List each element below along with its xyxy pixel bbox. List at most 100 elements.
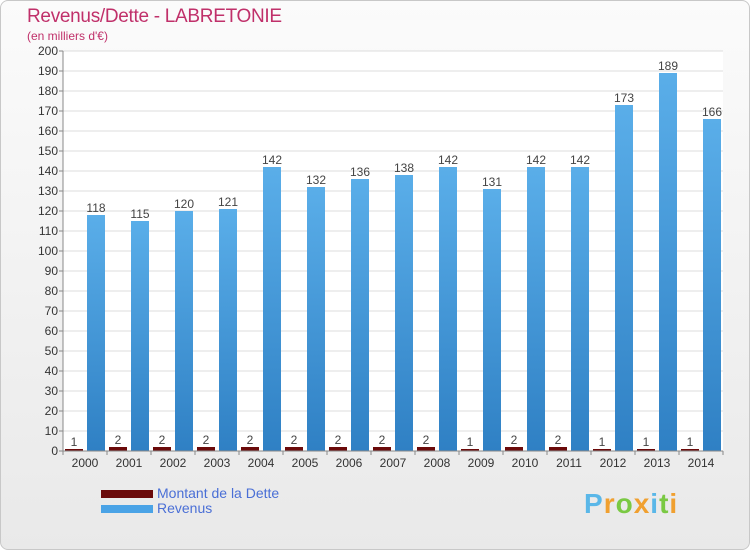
debt-value-label: 2 — [247, 433, 254, 447]
x-axis: 2000 2001 2002 2003 2004 2005 2006 2007 2008 2009… — [62, 450, 724, 470]
debt-value-label: 1 — [643, 435, 650, 449]
y-tick-label: 60 — [45, 324, 59, 338]
y-tick-label: 160 — [38, 124, 58, 138]
legend-swatch-debt — [101, 490, 153, 498]
y-tick-label: 120 — [38, 204, 58, 218]
x-tick-label: 2003 — [204, 456, 231, 470]
x-tick-label: 2009 — [468, 456, 495, 470]
debt-value-label: 2 — [115, 433, 122, 447]
y-tick-label: 130 — [38, 184, 58, 198]
debt-value-label: 1 — [467, 435, 474, 449]
x-tick-label: 2010 — [512, 456, 539, 470]
revenue-bar — [615, 105, 633, 451]
revenue-bar — [219, 209, 237, 451]
debt-bar — [197, 447, 215, 451]
y-tick-label: 40 — [45, 364, 59, 378]
revenue-bar — [307, 187, 325, 451]
debt-value-label: 2 — [555, 433, 562, 447]
x-tick-label: 2001 — [116, 456, 143, 470]
revenue-value-label: 132 — [306, 173, 326, 187]
debt-bar — [373, 447, 391, 451]
debt-value-label: 1 — [599, 435, 606, 449]
debt-bar — [329, 447, 347, 451]
revenue-value-label: 138 — [394, 161, 414, 175]
y-tick-label: 180 — [38, 84, 58, 98]
y-tick-label: 10 — [45, 424, 59, 438]
debt-value-label: 2 — [203, 433, 210, 447]
revenue-bar — [395, 175, 413, 451]
debt-bar — [65, 449, 83, 451]
debt-value-label: 2 — [291, 433, 298, 447]
y-tick-label: 50 — [45, 344, 59, 358]
logo-letter: r — [603, 488, 616, 519]
y-tick-label: 70 — [45, 304, 59, 318]
y-tick-label: 150 — [38, 144, 58, 158]
debt-value-label: 2 — [511, 433, 518, 447]
debt-bar — [637, 449, 655, 451]
debt-bar — [241, 447, 259, 451]
x-tick-label: 2005 — [292, 456, 319, 470]
revenue-value-label: 173 — [614, 91, 634, 105]
y-tick-label: 30 — [45, 384, 59, 398]
x-tick-label: 2011 — [556, 456, 582, 470]
y-tick-label: 190 — [38, 64, 58, 78]
logo-letter: x — [633, 488, 651, 519]
revenue-value-label: 115 — [130, 207, 149, 221]
x-tick-label: 2004 — [248, 456, 275, 470]
y-tick-label: 0 — [51, 444, 58, 458]
debt-bar — [153, 447, 171, 451]
revenue-value-label: 142 — [570, 153, 590, 167]
revenue-value-label: 142 — [262, 153, 282, 167]
chart-title: Revenus/Dette - LABRETONIE — [27, 6, 282, 27]
revenue-bar — [703, 119, 721, 451]
revenue-bar — [527, 167, 545, 451]
chart-subtitle: (en milliers d'€) — [27, 29, 108, 43]
y-tick-label: 170 — [38, 104, 58, 118]
revenue-bar — [263, 167, 281, 451]
debt-value-label: 1 — [71, 435, 78, 449]
revenue-value-label: 142 — [438, 153, 458, 167]
revenue-bar — [351, 179, 369, 451]
x-tick-label: 2007 — [380, 456, 407, 470]
x-tick-label: 2006 — [336, 456, 363, 470]
y-tick-label: 80 — [45, 284, 59, 298]
debt-value-label: 1 — [687, 435, 694, 449]
revenue-bar — [571, 167, 589, 451]
proxiti-logo: Proxiti — [584, 488, 678, 520]
y-tick-label: 140 — [38, 164, 58, 178]
legend-swatch-revenue — [101, 505, 153, 513]
debt-bar — [505, 447, 523, 451]
legend-label-debt: Montant de la Dette — [157, 485, 280, 501]
debt-value-label: 2 — [159, 433, 166, 447]
x-tick-label: 2000 — [72, 456, 99, 470]
debt-value-label: 2 — [423, 433, 430, 447]
x-tick-label: 2014 — [688, 456, 715, 470]
logo-letter: t — [659, 488, 670, 519]
y-tick-label: 100 — [38, 244, 58, 258]
x-tick-label: 2008 — [424, 456, 451, 470]
revenue-value-label: 142 — [526, 153, 546, 167]
debt-value-label: 2 — [335, 433, 342, 447]
x-tick-label: 2002 — [160, 456, 187, 470]
debt-value-label: 2 — [379, 433, 386, 447]
revenue-bar — [439, 167, 457, 451]
logo-letter: P — [584, 488, 604, 519]
y-axis: 0 10 20 30 40 50 60 70 80 90 100 110 120 130 140 150 160… — [38, 44, 64, 458]
revenue-value-label: 166 — [702, 105, 722, 119]
debt-bar — [681, 449, 699, 451]
revenue-value-label: 131 — [482, 175, 502, 189]
x-tick-label: 2012 — [600, 456, 627, 470]
revenue-bar — [175, 211, 193, 451]
revenue-bar — [131, 221, 149, 451]
revenue-value-label: 120 — [174, 197, 194, 211]
y-tick-label: 110 — [39, 224, 58, 238]
debt-bar — [549, 447, 567, 451]
x-tick-label: 2013 — [644, 456, 671, 470]
debt-bar — [109, 447, 127, 451]
y-tick-label: 90 — [45, 264, 59, 278]
revenue-bar — [87, 215, 105, 451]
revenue-value-label: 189 — [658, 59, 678, 73]
y-tick-label: 20 — [45, 404, 59, 418]
